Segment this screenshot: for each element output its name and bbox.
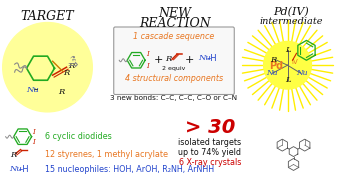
Text: Pd: Pd xyxy=(269,61,284,71)
Text: L: L xyxy=(285,76,290,84)
Text: –H: –H xyxy=(18,165,29,174)
Text: 12 styrenes, 1 methyl acrylate: 12 styrenes, 1 methyl acrylate xyxy=(45,150,168,159)
Text: > 30: > 30 xyxy=(185,118,235,137)
Text: R: R xyxy=(59,88,65,96)
Text: IV: IV xyxy=(291,59,298,65)
Text: –H: –H xyxy=(207,54,217,63)
Text: R: R xyxy=(165,55,171,63)
Text: I: I xyxy=(32,128,35,136)
Text: 15 nucleophiles: HOH, ArOH, R₂NH, ArNHH: 15 nucleophiles: HOH, ArOH, R₂NH, ArNHH xyxy=(45,165,214,174)
FancyBboxPatch shape xyxy=(114,27,234,94)
Text: R: R xyxy=(10,151,16,159)
Text: ⚗: ⚗ xyxy=(69,55,75,61)
Text: intermediate: intermediate xyxy=(260,17,323,26)
Text: 1 cascade sequence: 1 cascade sequence xyxy=(133,33,215,41)
Circle shape xyxy=(3,22,92,112)
Circle shape xyxy=(263,41,311,89)
Text: up to 74% yield: up to 74% yield xyxy=(178,148,242,157)
Text: I: I xyxy=(146,50,149,58)
Text: 3 new bonds: C–C, C–C, C–O or C–N: 3 new bonds: C–C, C–C, C–O or C–N xyxy=(110,95,238,101)
Text: I: I xyxy=(146,62,149,70)
Text: REACTION: REACTION xyxy=(139,17,211,29)
Text: 2 equiv: 2 equiv xyxy=(162,66,186,71)
Text: L: L xyxy=(285,46,290,54)
Text: Nu: Nu xyxy=(266,69,277,77)
Text: 6 X-ray crystals: 6 X-ray crystals xyxy=(179,158,241,167)
Text: Nu: Nu xyxy=(198,54,211,62)
Text: NEW: NEW xyxy=(158,7,192,20)
Text: +: + xyxy=(153,55,163,65)
Text: ⇒: ⇒ xyxy=(67,59,78,72)
Text: Nu: Nu xyxy=(27,86,39,94)
Text: R: R xyxy=(64,69,70,77)
Text: Pd(IV): Pd(IV) xyxy=(274,7,310,17)
Text: Nu: Nu xyxy=(10,165,22,174)
Text: –: – xyxy=(34,86,38,94)
Text: R: R xyxy=(68,62,75,70)
Text: +: + xyxy=(185,55,195,65)
Text: Nu: Nu xyxy=(296,69,307,77)
Text: 6 cyclic diodides: 6 cyclic diodides xyxy=(45,132,111,141)
Text: R: R xyxy=(270,56,277,64)
Text: isolated targets: isolated targets xyxy=(178,138,242,147)
Text: I: I xyxy=(32,138,35,146)
Text: 4 structural components: 4 structural components xyxy=(125,74,223,83)
Text: TARGET: TARGET xyxy=(21,10,74,23)
